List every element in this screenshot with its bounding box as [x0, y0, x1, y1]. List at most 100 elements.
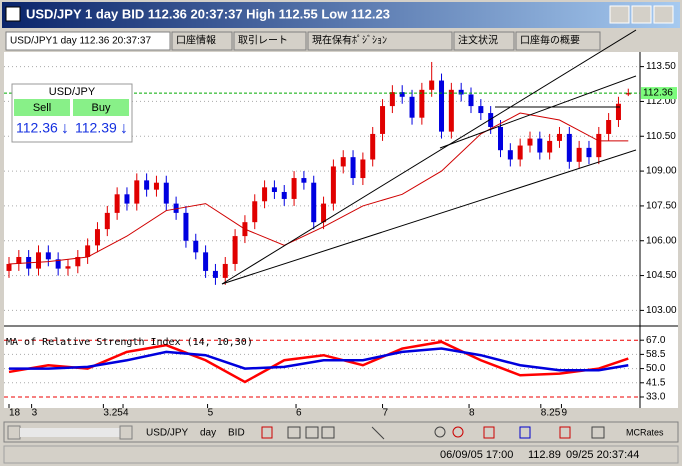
x-tick-label: 7 — [383, 408, 389, 419]
tab-row: USD/JPY1 day 112.36 20:37:37 口座情報 取引レート 現在保… — [5, 31, 601, 51]
candle-body — [281, 191, 287, 199]
candle-body — [458, 89, 464, 95]
candle-body — [380, 106, 386, 134]
tool-icons[interactable] — [261, 426, 605, 440]
tab-label[interactable]: 注文状況 — [458, 34, 498, 47]
candle-body — [360, 159, 366, 179]
y-tick-label: 113.50 — [646, 61, 676, 72]
candle-body — [222, 263, 228, 278]
sell-price[interactable]: 112.36 — [16, 120, 58, 136]
candle-body — [144, 180, 150, 190]
candle-body — [271, 187, 277, 192]
candle-body — [252, 201, 258, 223]
close-button[interactable] — [653, 5, 674, 24]
x-tick-label: 18 — [9, 408, 21, 419]
candle-body — [301, 178, 307, 183]
candle-body — [409, 96, 415, 118]
last-price-box — [641, 87, 677, 100]
candle-body — [212, 270, 218, 278]
y-tick-label: 109.00 — [646, 166, 677, 177]
tab-label[interactable]: 現在保有ﾎﾟｼﾞｼｮﾝ — [312, 34, 387, 47]
candle-body — [55, 259, 61, 269]
minimize-button[interactable] — [609, 5, 630, 24]
tab-label[interactable]: 口座毎の概要 — [520, 34, 580, 47]
ticker-symbol: USD/JPY — [49, 86, 96, 98]
candle-body — [566, 133, 572, 162]
tab[interactable] — [515, 31, 601, 51]
period-dropdown[interactable]: day — [200, 428, 216, 439]
status-price: 112.89 — [528, 449, 561, 461]
window-title: USD/JPY 1 day BID 112.36 20:37:37 High 1… — [26, 6, 390, 21]
candle-body — [232, 236, 238, 264]
candle-body — [448, 89, 454, 132]
x-tick-label: 3 — [32, 408, 38, 419]
x-tick-label: 8.25 — [541, 408, 561, 419]
candle-body — [16, 256, 22, 264]
status-bar — [3, 445, 679, 464]
candle-body — [389, 92, 395, 107]
candle-body — [350, 157, 356, 179]
candle-body — [330, 166, 336, 204]
candle-body — [488, 113, 494, 127]
y-tick-label: 33.0 — [646, 392, 666, 403]
tab-label[interactable]: 取引レート — [238, 35, 288, 47]
candle-body — [547, 140, 553, 153]
candle-body — [85, 245, 91, 257]
tab[interactable] — [233, 31, 307, 51]
tab[interactable] — [453, 31, 515, 51]
candle-body — [439, 80, 445, 132]
indicator-line — [8, 340, 629, 384]
scroll-left[interactable] — [7, 425, 21, 440]
x-tick-label: 8 — [469, 408, 475, 419]
app-icon — [5, 6, 21, 22]
scroll-right[interactable] — [119, 425, 133, 440]
x-tick-label: 6 — [296, 408, 302, 419]
y-tick-label: 103.00 — [646, 305, 677, 316]
toolbar — [3, 421, 679, 443]
price-axis — [640, 52, 678, 408]
indicator-line — [8, 112, 629, 265]
maximize-button[interactable] — [631, 5, 652, 24]
sell-label[interactable]: Sell — [33, 102, 51, 114]
y-tick-label: 41.5 — [646, 377, 666, 388]
candle-body — [104, 212, 110, 230]
tab[interactable] — [5, 31, 171, 51]
indicator-line — [9, 347, 629, 372]
title-bar — [2, 2, 680, 28]
candle-body — [291, 178, 297, 199]
candle-body — [321, 203, 327, 223]
y-tick-label: 107.50 — [646, 201, 677, 212]
candle-body — [517, 145, 523, 160]
x-tick-label: 4 — [123, 408, 129, 419]
candle-body — [576, 147, 582, 162]
scroll-track[interactable] — [20, 428, 120, 437]
candle-body — [370, 133, 376, 160]
tab[interactable] — [307, 31, 453, 51]
buy-label[interactable]: Buy — [92, 102, 111, 114]
candle-body — [203, 252, 209, 271]
candle-body — [45, 252, 51, 260]
candle-body — [134, 180, 140, 204]
buy-price[interactable]: 112.39 — [75, 120, 117, 136]
symbol-dropdown[interactable]: USD/JPY — [146, 428, 189, 439]
tab-label[interactable]: 口座情報 — [176, 34, 216, 47]
x-tick-label: 3.25 — [103, 408, 123, 419]
candle-body — [193, 240, 199, 253]
tab-label[interactable]: USD/JPY1 day 112.36 20:37:37 — [10, 36, 151, 47]
y-tick-label: 106.00 — [646, 235, 677, 246]
y-tick-label: 58.5 — [646, 349, 666, 360]
tab[interactable] — [171, 31, 233, 51]
candle-body — [114, 194, 120, 213]
candle-body — [498, 126, 503, 151]
candle-body — [173, 203, 179, 213]
rates-dropdown[interactable]: MCRates — [626, 427, 664, 437]
candle-body — [468, 94, 474, 107]
candle-body — [75, 256, 81, 267]
candle-body — [507, 150, 513, 160]
ticker-panel: USD/JPY Sell Buy 112.36 ↓ 112.39 ↓ — [11, 83, 133, 143]
side-dropdown[interactable]: BID — [228, 428, 245, 439]
candle-body — [478, 106, 484, 114]
status-time: 09/25 20:37:44 — [566, 449, 639, 461]
candle-body — [527, 138, 533, 146]
